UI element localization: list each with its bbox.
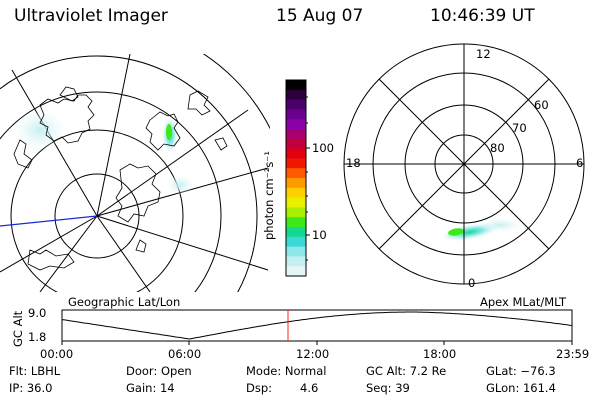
timeline-ytick-high: 9.0: [28, 306, 47, 320]
color-scale-segment: [286, 256, 306, 267]
color-scale-segment: [286, 246, 306, 257]
colorbar-unit-label: photon cm⁻²s⁻¹: [262, 151, 276, 240]
color-scale-segment: [286, 217, 306, 228]
info-filter: Flt: LBHL: [9, 364, 61, 378]
geographic-map: [0, 54, 270, 292]
color-scale-segment: [286, 187, 306, 199]
color-scale-frame: [285, 79, 307, 277]
latitude-circles: [0, 54, 270, 292]
mlt-label-12: 12: [476, 47, 491, 61]
color-scale-segment: [286, 168, 306, 179]
color-scale-segment: [286, 207, 306, 218]
info-ip: IP: 36.0: [9, 381, 53, 395]
image-title: Ultraviolet Imager: [14, 6, 168, 26]
timeline-xtick-1200: 12:00: [296, 347, 330, 361]
colorbar-tick-100: 100: [312, 141, 334, 155]
altitude-timeline: [61, 309, 573, 345]
aurora-diffuse: [166, 175, 194, 195]
info-mode: Mode: Normal: [246, 364, 327, 378]
color-scale-segment: [286, 227, 306, 238]
color-scale-segment: [286, 89, 306, 101]
mlt-label-6: 6: [576, 156, 584, 170]
color-scale-segment: [286, 197, 306, 208]
color-scale-segment: [286, 119, 306, 130]
color-scale-ticks: [306, 96, 310, 261]
geographic-caption: Geographic Lat/Lon: [68, 295, 181, 309]
altitude-curve: [61, 311, 573, 340]
timeline-xtick-2359: 23:59: [556, 347, 590, 361]
aurora-oval-core: [448, 228, 464, 236]
mlt-label-18: 18: [346, 156, 361, 170]
color-scale-segment: [286, 138, 306, 150]
color-scale-segment: [286, 236, 306, 248]
colorbar-tick-10: 10: [312, 228, 327, 242]
mlat-label-60: 60: [534, 98, 549, 112]
color-scale-segment: [286, 80, 306, 91]
timeline-axis-label: GC Alt: [11, 310, 25, 347]
timeline-xtick-1800: 18:00: [423, 347, 457, 361]
info-dsp-label: Dsp:: [246, 381, 273, 395]
mlt-label-0: 0: [468, 276, 476, 290]
color-scale-segment: [286, 99, 306, 110]
image-time: 10:46:39 UT: [430, 6, 535, 26]
timeline-ytick-low: 1.8: [28, 330, 47, 344]
info-glon: GLon: 161.4: [486, 381, 556, 395]
info-door: Door: Open: [126, 364, 192, 378]
color-scale-segment: [286, 266, 306, 277]
info-gain: Gain: 14: [126, 381, 175, 395]
color-scale-segment: [286, 148, 306, 159]
meridian-lines: [0, 54, 269, 292]
color-scale-segment: [286, 158, 306, 169]
color-scale-segment: [286, 109, 306, 120]
timeline-frame: [61, 309, 573, 342]
coastlines: [13, 86, 228, 271]
polar-spokes: [344, 44, 584, 284]
mlat-label-80: 80: [490, 141, 505, 155]
info-dsp-value: 4.6: [300, 381, 319, 395]
sun-direction-line: [0, 215, 98, 227]
image-date: 15 Aug 07: [276, 6, 364, 26]
polar-plot: [343, 43, 585, 285]
aurora-core: [166, 124, 172, 140]
color-scale-bar: [286, 80, 306, 277]
color-scale-segment: [286, 178, 306, 189]
apex-caption: Apex MLat/MLT: [480, 295, 567, 309]
timeline-xtick-0000: 00:00: [40, 347, 74, 361]
timeline-xtick-0600: 06:00: [168, 347, 202, 361]
mlat-label-70: 70: [512, 121, 527, 135]
info-seq: Seq: 39: [366, 381, 410, 395]
info-glat: GLat: −76.3: [486, 364, 556, 378]
aurora-diffuse: [14, 110, 66, 150]
aurora-diffuse: [478, 218, 522, 232]
color-scale-segment: [286, 129, 306, 140]
timeline-ticks: [61, 341, 573, 345]
info-gc-alt: GC Alt: 7.2 Re: [366, 364, 447, 378]
